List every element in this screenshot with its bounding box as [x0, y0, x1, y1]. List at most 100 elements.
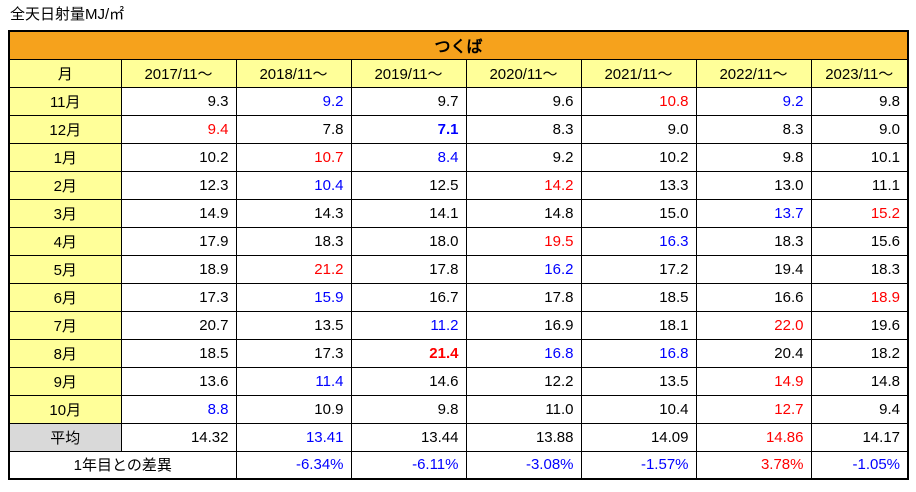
- value-cell: 16.8: [465, 338, 582, 368]
- column-header-row: 月 2017/11〜 2018/11〜 2019/11〜 2020/11〜 20…: [8, 58, 909, 88]
- month-label: 3月: [8, 198, 122, 228]
- value-cell: 17.3: [120, 282, 237, 312]
- value-cell: 11.0: [465, 394, 582, 424]
- table-footer: 平均 14.32 13.41 13.44 13.88 14.09 14.86 14.17 1年目…: [8, 422, 909, 480]
- value-cell: 10.9: [235, 394, 352, 424]
- value-cell: 14.8: [810, 366, 909, 396]
- year-column-header: 2021/11〜: [580, 58, 697, 88]
- value-cell: 14.9: [695, 366, 812, 396]
- value-cell: 10.4: [580, 394, 697, 424]
- average-value-cell: 14.86: [695, 422, 812, 452]
- average-value-cell: 13.44: [350, 422, 467, 452]
- value-cell: 18.1: [580, 310, 697, 340]
- first-year-diff-label: 1年目との差異: [8, 450, 237, 480]
- value-cell: 21.2: [235, 254, 352, 284]
- value-cell: 16.6: [695, 282, 812, 312]
- value-cell: 15.0: [580, 198, 697, 228]
- value-cell: 7.8: [235, 114, 352, 144]
- value-cell: 17.8: [350, 254, 467, 284]
- value-cell: 10.2: [580, 142, 697, 172]
- average-label: 平均: [8, 422, 122, 452]
- value-cell: 9.7: [350, 86, 467, 116]
- average-value-cell: 14.09: [580, 422, 697, 452]
- month-label: 6月: [8, 282, 122, 312]
- value-cell: 16.9: [465, 310, 582, 340]
- diff-value-cell: -6.11%: [350, 450, 467, 480]
- value-cell: 9.0: [580, 114, 697, 144]
- value-cell: 18.0: [350, 226, 467, 256]
- value-cell: 10.7: [235, 142, 352, 172]
- month-row: 9月 13.6 11.4 14.6 12.2 13.5 14.9 14.8: [8, 366, 909, 396]
- month-row: 7月 20.7 13.5 11.2 16.9 18.1 22.0 19.6: [8, 310, 909, 340]
- value-cell: 8.8: [120, 394, 237, 424]
- value-cell: 13.7: [695, 198, 812, 228]
- value-cell: 9.8: [695, 142, 812, 172]
- month-label: 5月: [8, 254, 122, 284]
- value-cell: 10.1: [810, 142, 909, 172]
- average-value-cell: 13.41: [235, 422, 352, 452]
- first-year-diff-row: 1年目との差異 -6.34% -6.11% -3.08% -1.57% 3.78% -1.0…: [8, 450, 909, 480]
- value-cell: 11.1: [810, 170, 909, 200]
- month-row: 5月 18.9 21.2 17.8 16.2 17.2 19.4 18.3: [8, 254, 909, 284]
- value-cell: 19.5: [465, 226, 582, 256]
- value-cell: 22.0: [695, 310, 812, 340]
- month-column-header: 月: [8, 58, 122, 88]
- average-value-cell: 13.88: [465, 422, 582, 452]
- value-cell: 15.9: [235, 282, 352, 312]
- solar-radiation-table: つくば 月 2017/11〜 2018/11〜 2019/11〜 2020/11…: [8, 30, 910, 480]
- diff-value-cell: -6.34%: [235, 450, 352, 480]
- average-value-cell: 14.32: [120, 422, 237, 452]
- value-cell: 9.2: [465, 142, 582, 172]
- diff-value-cell: 3.78%: [695, 450, 812, 480]
- month-label: 1月: [8, 142, 122, 172]
- value-cell: 18.9: [120, 254, 237, 284]
- value-cell: 19.4: [695, 254, 812, 284]
- value-cell: 11.2: [350, 310, 467, 340]
- value-cell: 17.2: [580, 254, 697, 284]
- value-cell: 12.3: [120, 170, 237, 200]
- value-cell: 10.2: [120, 142, 237, 172]
- diff-value-cell: -1.05%: [810, 450, 909, 480]
- value-cell: 19.6: [810, 310, 909, 340]
- average-value-cell: 14.17: [810, 422, 909, 452]
- month-label: 2月: [8, 170, 122, 200]
- month-label: 9月: [8, 366, 122, 396]
- value-cell: 14.9: [120, 198, 237, 228]
- value-cell: 13.6: [120, 366, 237, 396]
- value-cell: 14.8: [465, 198, 582, 228]
- value-cell: 13.0: [695, 170, 812, 200]
- value-cell: 20.7: [120, 310, 237, 340]
- value-cell: 20.4: [695, 338, 812, 368]
- month-row: 11月 9.3 9.2 9.7 9.6 10.8 9.2 9.8: [8, 86, 909, 116]
- value-cell: 12.5: [350, 170, 467, 200]
- month-row: 4月 17.9 18.3 18.0 19.5 16.3 18.3 15.6: [8, 226, 909, 256]
- year-column-header: 2022/11〜: [695, 58, 812, 88]
- value-cell: 8.3: [465, 114, 582, 144]
- value-cell: 15.6: [810, 226, 909, 256]
- month-label: 12月: [8, 114, 122, 144]
- month-row: 12月 9.4 7.8 7.1 8.3 9.0 8.3 9.0: [8, 114, 909, 144]
- value-cell: 9.6: [465, 86, 582, 116]
- value-cell: 18.3: [695, 226, 812, 256]
- value-cell: 18.3: [235, 226, 352, 256]
- value-cell: 15.2: [810, 198, 909, 228]
- average-row: 平均 14.32 13.41 13.44 13.88 14.09 14.86 14.17: [8, 422, 909, 452]
- month-label: 7月: [8, 310, 122, 340]
- diff-value-cell: -3.08%: [465, 450, 582, 480]
- value-cell: 10.8: [580, 86, 697, 116]
- location-header: つくば: [8, 30, 909, 60]
- value-cell: 9.2: [235, 86, 352, 116]
- value-cell: 21.4: [350, 338, 467, 368]
- value-cell: 13.5: [580, 366, 697, 396]
- value-cell: 8.3: [695, 114, 812, 144]
- value-cell: 9.3: [120, 86, 237, 116]
- value-cell: 12.7: [695, 394, 812, 424]
- month-label: 8月: [8, 338, 122, 368]
- value-cell: 9.2: [695, 86, 812, 116]
- month-label: 10月: [8, 394, 122, 424]
- month-label: 4月: [8, 226, 122, 256]
- value-cell: 9.4: [120, 114, 237, 144]
- year-column-header: 2017/11〜: [120, 58, 237, 88]
- value-cell: 12.2: [465, 366, 582, 396]
